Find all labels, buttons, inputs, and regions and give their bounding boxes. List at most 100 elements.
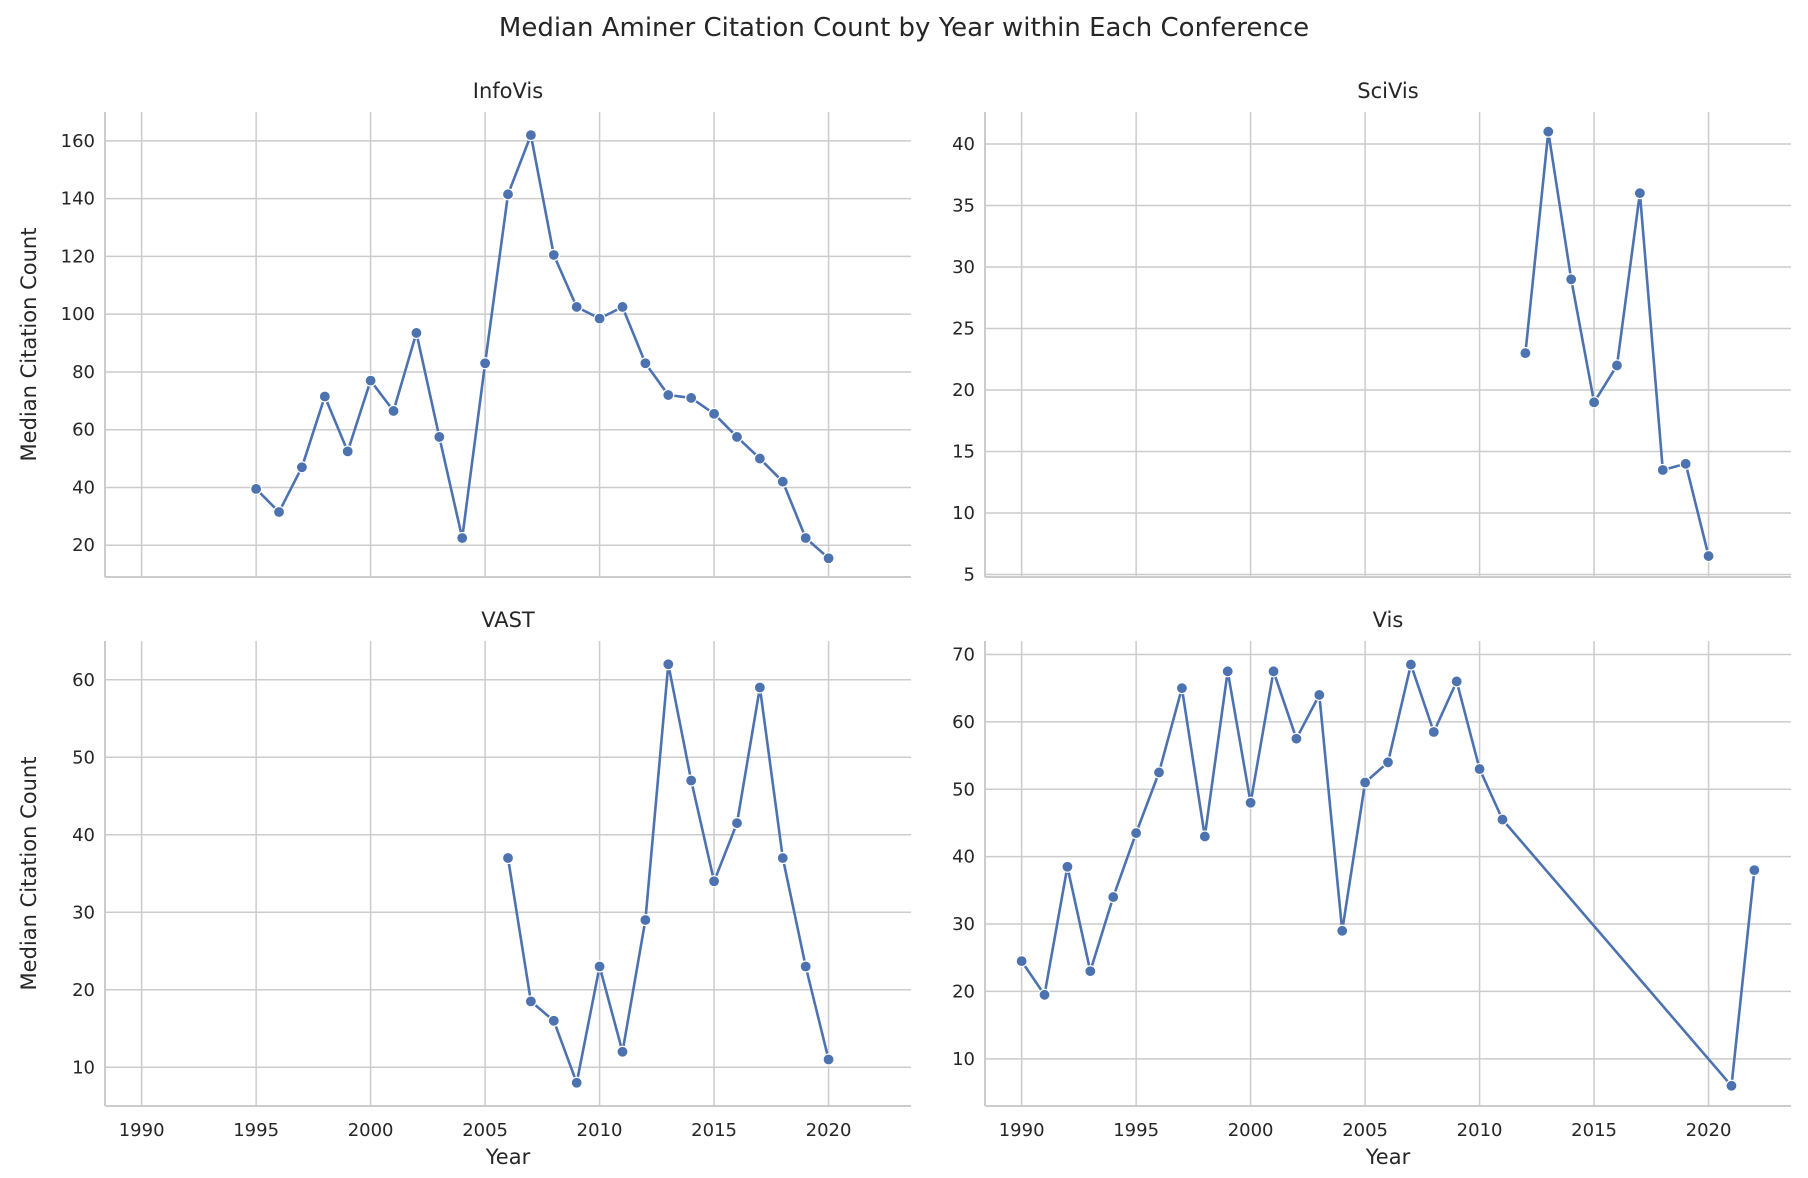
data-point [433, 430, 446, 444]
data-point [364, 374, 377, 387]
data-point [524, 995, 537, 1008]
panel-vast: 1990 1995 2000 2005 2010 2015 2020 10 20 30 40 50 60… [17, 608, 911, 1169]
data-point [1679, 457, 1692, 470]
x-tick-label: 2015 [691, 1120, 737, 1141]
data-point [616, 300, 629, 314]
x-tick-label: 2020 [806, 1120, 852, 1141]
data-point [1152, 766, 1166, 779]
data-point [1221, 665, 1234, 678]
data-point [570, 300, 583, 314]
data-point [1587, 396, 1601, 409]
y-tick-label: 160 [61, 131, 95, 152]
y-tick-label: 10 [72, 1057, 95, 1078]
data-point [616, 1045, 629, 1058]
series-line [1524, 130, 1710, 557]
x-tick-label: 2010 [1457, 1120, 1503, 1141]
data-point [593, 960, 606, 973]
data-point [1450, 675, 1463, 688]
panel-title: VAST [481, 608, 535, 632]
data-point [570, 1076, 583, 1089]
y-tick-label: 20 [72, 980, 95, 1001]
data-point [1359, 776, 1372, 789]
data-point [1427, 725, 1440, 739]
data-point [1542, 125, 1555, 138]
data-point [1565, 273, 1578, 286]
data-point [1244, 796, 1257, 809]
y-tick-label: 140 [61, 189, 95, 210]
x-tick-label: 2000 [348, 1120, 394, 1141]
data-point [1473, 762, 1486, 776]
data-point [1725, 1079, 1738, 1092]
panel-vis: 1990 1995 2000 2005 2010 2015 2020 10 20 30 40 50 60… [952, 608, 1791, 1169]
y-tick-label: 30 [952, 257, 975, 278]
y-tick-label: 40 [952, 847, 975, 868]
data-point [753, 681, 766, 694]
data-point [1107, 890, 1120, 904]
y-tick-label: 40 [72, 477, 95, 498]
data-point [1610, 359, 1624, 372]
y-tick-label: 10 [952, 503, 975, 524]
x-axis-label: Year [1365, 1145, 1411, 1169]
data-point [524, 129, 537, 142]
y-tick-label: 5 [964, 565, 975, 586]
data-point [1130, 826, 1143, 840]
x-tick-label: 1995 [1113, 1120, 1159, 1141]
y-tick-label: 30 [952, 914, 975, 935]
data-point [685, 391, 698, 405]
data-point [1061, 860, 1074, 873]
y-tick-label: 60 [952, 712, 975, 733]
figure-title: Median Aminer Citation Count by Year wit… [499, 13, 1309, 43]
data-point [479, 357, 492, 370]
data-point [593, 312, 606, 325]
x-tick-label: 2005 [462, 1120, 508, 1141]
x-tick-label: 2015 [1571, 1120, 1617, 1141]
data-point [1496, 813, 1509, 826]
data-point [1175, 682, 1189, 695]
y-tick-label: 35 [952, 195, 975, 216]
y-tick-label: 15 [952, 442, 975, 463]
data-point [730, 430, 744, 444]
y-tick-label: 50 [72, 747, 95, 768]
data-point [341, 445, 354, 458]
data-point [799, 531, 812, 545]
y-tick-label: 20 [72, 535, 95, 556]
panel-title: SciVis [1357, 79, 1418, 103]
y-tick-label: 50 [952, 779, 975, 800]
x-tick-label: 1990 [999, 1120, 1045, 1141]
y-tick-label: 10 [952, 1049, 975, 1070]
data-point [1084, 965, 1097, 978]
data-point [1404, 658, 1417, 671]
data-point [456, 531, 469, 545]
x-tick-label: 2010 [577, 1120, 623, 1141]
x-tick-label: 2020 [1686, 1120, 1732, 1141]
data-point [776, 475, 789, 488]
x-axis-label: Year [485, 1145, 531, 1169]
data-point [1267, 665, 1280, 678]
data-point [662, 388, 675, 402]
data-point [707, 407, 721, 420]
data-point [753, 452, 766, 465]
data-point [1015, 955, 1028, 968]
data-point [410, 326, 423, 340]
series-line [1020, 663, 1756, 1088]
y-tick-label: 70 [952, 644, 975, 665]
x-tick-label: 1990 [119, 1120, 165, 1141]
data-point [730, 817, 744, 830]
y-tick-label: 40 [72, 825, 95, 846]
y-tick-label: 20 [952, 981, 975, 1002]
data-point [1748, 864, 1761, 877]
data-point [295, 461, 309, 474]
data-point [822, 1053, 835, 1066]
data-point [501, 851, 515, 865]
x-tick-label: 2000 [1228, 1120, 1274, 1141]
data-point [799, 960, 812, 973]
data-point [272, 505, 286, 519]
data-point [639, 913, 652, 927]
panel-title: InfoVis [473, 79, 543, 103]
y-tick-label: 20 [952, 380, 975, 401]
data-point [1290, 732, 1303, 745]
data-point [547, 248, 560, 262]
data-point [250, 482, 263, 496]
data-point [501, 188, 515, 201]
